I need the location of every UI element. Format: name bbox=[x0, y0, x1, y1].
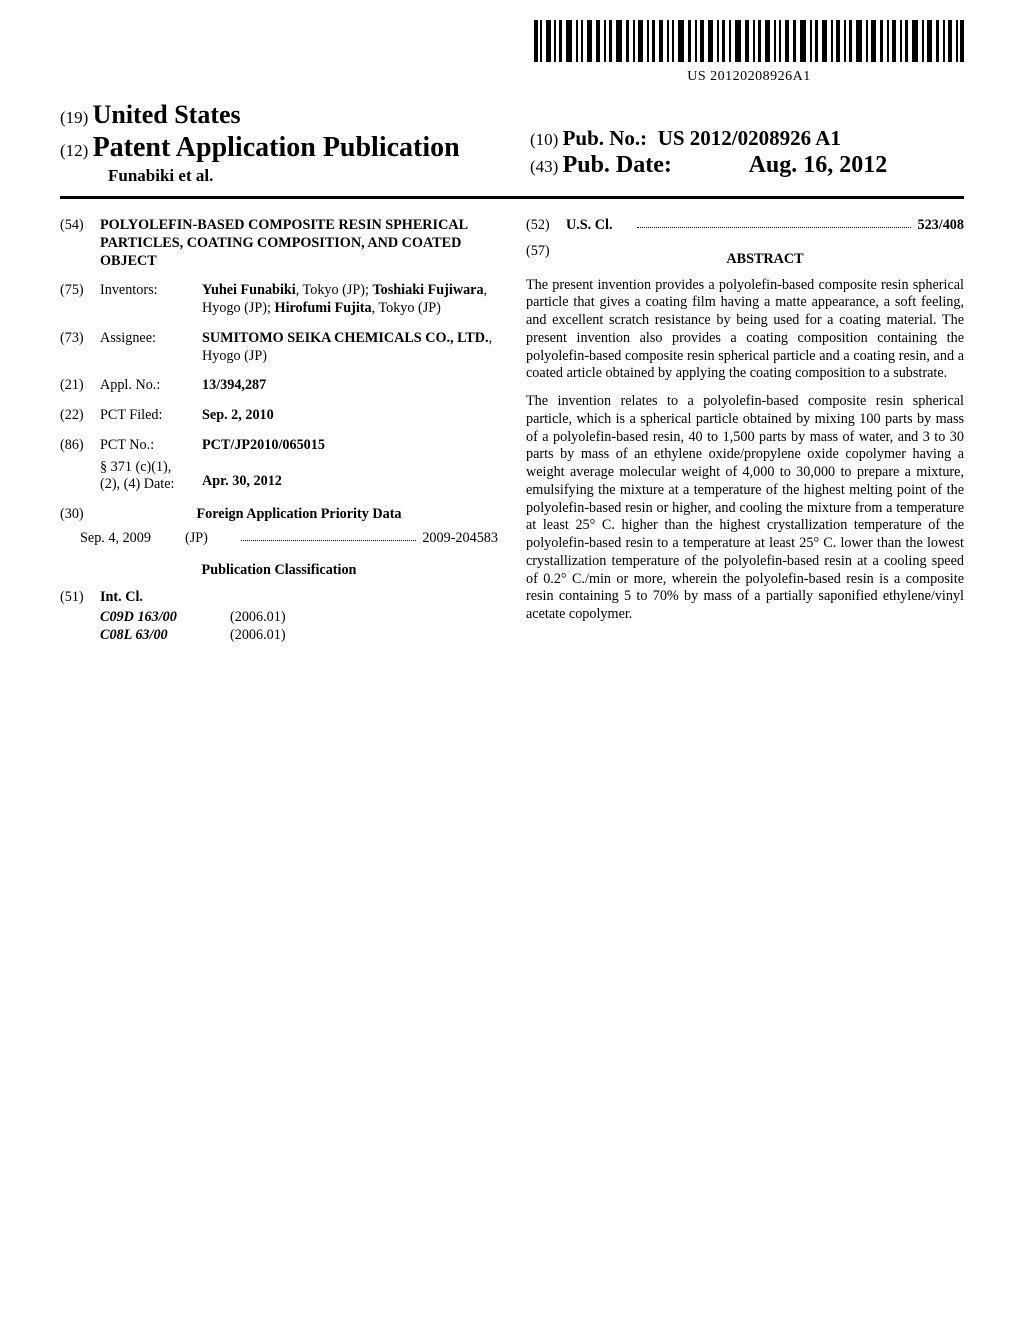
code-19: (19) bbox=[60, 108, 88, 127]
intcl-label: Int. Cl. bbox=[100, 589, 143, 605]
intcl-row: C08L 63/00 (2006.01) bbox=[100, 627, 498, 645]
intcl-code: C09D 163/00 bbox=[100, 609, 230, 627]
inventors-value: Yuhei Funabiki, Tokyo (JP); Toshiaki Fuj… bbox=[202, 282, 498, 318]
inventors-label: Inventors: bbox=[100, 282, 202, 318]
s371-label: § 371 (c)(1), (2), (4) Date: bbox=[100, 459, 202, 495]
intcl-version: (2006.01) bbox=[230, 609, 286, 627]
code-43: (43) bbox=[530, 157, 558, 176]
code-54: (54) bbox=[60, 217, 100, 270]
abstract-heading: ABSTRACT bbox=[566, 251, 964, 269]
code-73: (73) bbox=[60, 330, 100, 366]
abstract-para-1: The present invention provides a polyole… bbox=[526, 277, 964, 384]
code-57: (57) bbox=[526, 243, 566, 277]
pctno-label: PCT No.: bbox=[100, 437, 202, 455]
code-51: (51) bbox=[60, 589, 100, 607]
pub-no: US 2012/0208926 A1 bbox=[658, 126, 841, 150]
intcl-version: (2006.01) bbox=[230, 627, 286, 645]
right-column: (52) U.S. Cl. 523/408 (57) ABSTRACT The … bbox=[526, 217, 964, 645]
invention-title: POLYOLEFIN-BASED COMPOSITE RESIN SPHERIC… bbox=[100, 217, 498, 270]
assignee-value: SUMITOMO SEIKA CHEMICALS CO., LTD., Hyog… bbox=[202, 330, 498, 366]
barcode-icon bbox=[534, 20, 964, 62]
pub-no-label: Pub. No.: bbox=[563, 126, 648, 150]
country-name: United States bbox=[93, 100, 241, 129]
priority-date: Sep. 4, 2009 bbox=[80, 530, 185, 548]
code-12: (12) bbox=[60, 141, 88, 160]
code-86: (86) bbox=[60, 437, 100, 455]
priority-appno: 2009-204583 bbox=[422, 530, 498, 548]
pub-date: Aug. 16, 2012 bbox=[749, 152, 888, 178]
priority-row: Sep. 4, 2009 (JP) 2009-204583 bbox=[60, 530, 498, 548]
barcode-label: US 20120208926A1 bbox=[534, 69, 964, 85]
divider-thin bbox=[60, 198, 964, 199]
code-21: (21) bbox=[60, 377, 100, 395]
uscl-label: U.S. Cl. bbox=[566, 217, 631, 235]
assignee-label: Assignee: bbox=[100, 330, 202, 366]
pctfiled-label: PCT Filed: bbox=[100, 407, 202, 425]
pctfiled-value: Sep. 2, 2010 bbox=[202, 407, 274, 423]
code-22: (22) bbox=[60, 407, 100, 425]
code-30: (30) bbox=[60, 506, 100, 524]
pub-date-block: (43) Pub. Date: Aug. 16, 2012 bbox=[530, 152, 887, 179]
intcl-code: C08L 63/00 bbox=[100, 627, 230, 645]
s371-value: Apr. 30, 2012 bbox=[202, 473, 282, 489]
pub-no-block: (10) Pub. No.: US 2012/0208926 A1 bbox=[530, 126, 841, 151]
foreign-priority-heading: Foreign Application Priority Data bbox=[100, 506, 498, 524]
applno-label: Appl. No.: bbox=[100, 377, 202, 395]
applno-value: 13/394,287 bbox=[202, 377, 266, 393]
doc-type: Patent Application Publication bbox=[93, 132, 460, 163]
code-75: (75) bbox=[60, 282, 100, 318]
barcode-block: US 20120208926A1 bbox=[534, 20, 964, 85]
pub-classification-heading: Publication Classification bbox=[60, 562, 498, 580]
priority-country: (JP) bbox=[185, 530, 235, 548]
pub-date-label: Pub. Date: bbox=[563, 152, 672, 178]
pctno-value: PCT/JP2010/065015 bbox=[202, 437, 325, 453]
code-52: (52) bbox=[526, 217, 566, 235]
abstract-para-2: The invention relates to a polyolefin-ba… bbox=[526, 393, 964, 624]
left-column: (54) POLYOLEFIN-BASED COMPOSITE RESIN SP… bbox=[60, 217, 498, 645]
code-10: (10) bbox=[530, 130, 558, 149]
uscl-value: 523/408 bbox=[917, 217, 964, 235]
intcl-row: C09D 163/00 (2006.01) bbox=[100, 609, 498, 627]
